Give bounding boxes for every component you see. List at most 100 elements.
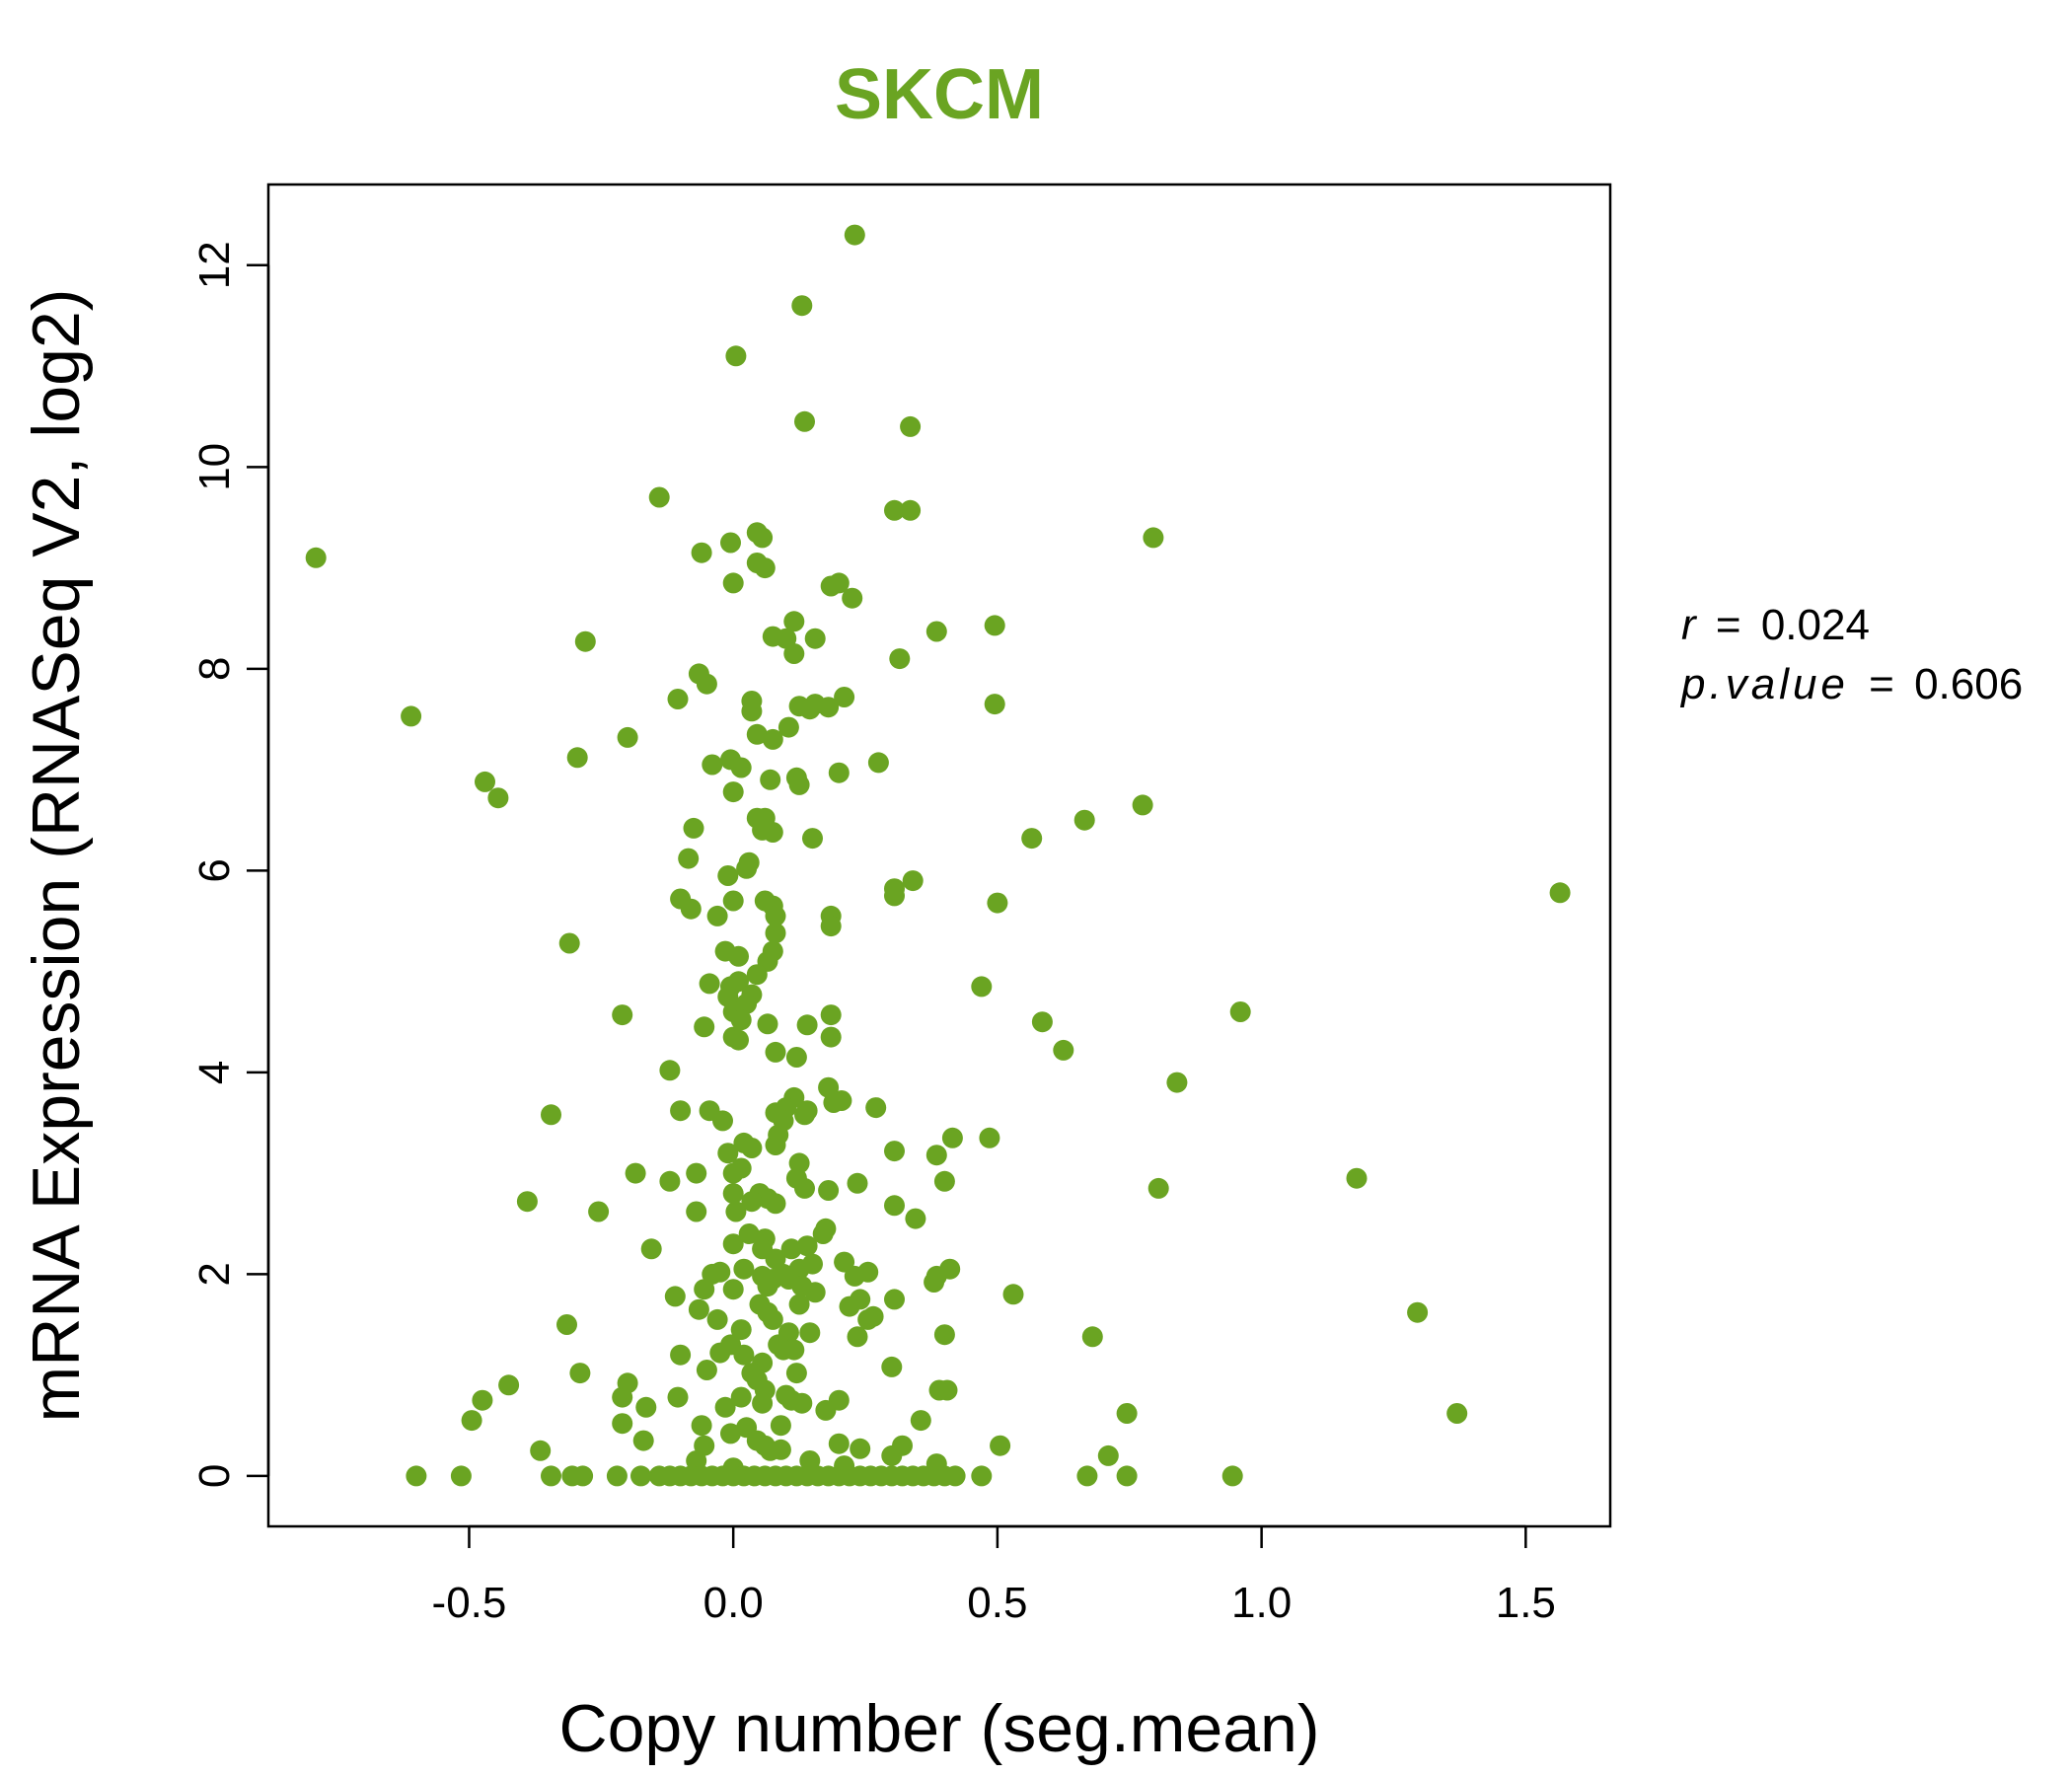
data-point <box>788 1294 810 1315</box>
data-point <box>984 615 1005 636</box>
data-point <box>696 673 717 695</box>
data-point <box>730 1009 752 1031</box>
data-point <box>305 547 327 568</box>
data-point <box>475 771 495 792</box>
data-point <box>725 345 747 367</box>
data-point <box>765 905 786 926</box>
data-point <box>796 1100 818 1122</box>
y-tick-label: 4 <box>190 1061 239 1084</box>
data-point <box>694 1279 715 1300</box>
correlation-stats: r = 0.024 p.value = 0.606 <box>1679 601 2023 708</box>
data-point <box>925 1145 947 1166</box>
data-point <box>990 1435 1011 1456</box>
data-point <box>828 1433 850 1454</box>
data-point <box>900 499 922 521</box>
data-point <box>857 1308 879 1330</box>
data-point <box>746 964 768 986</box>
data-point <box>1116 1403 1138 1424</box>
y-tick-label: 8 <box>190 657 239 681</box>
data-point <box>588 1201 610 1222</box>
data-point <box>450 1465 472 1487</box>
data-point <box>728 945 749 967</box>
data-point <box>691 542 712 563</box>
data-point <box>820 1026 842 1048</box>
data-point <box>717 1143 739 1164</box>
data-point <box>686 1201 707 1222</box>
data-point <box>670 1344 692 1366</box>
data-point <box>834 1251 855 1273</box>
data-point <box>702 754 723 776</box>
data-point <box>728 1029 749 1051</box>
data-point <box>867 752 889 774</box>
data-point <box>804 628 826 649</box>
data-point <box>752 527 774 549</box>
data-point <box>944 1465 966 1487</box>
data-point <box>612 1386 633 1408</box>
data-point <box>516 1191 538 1213</box>
x-tick-label: 1.5 <box>1496 1579 1556 1627</box>
y-tick-label: 0 <box>190 1464 239 1488</box>
p-value-statistic: p.value = 0.606 <box>1679 660 2023 708</box>
data-point <box>722 890 744 912</box>
data-point <box>812 1223 834 1244</box>
data-point <box>717 865 739 886</box>
data-point <box>765 1135 786 1155</box>
data-point <box>971 1465 993 1487</box>
data-point <box>722 1162 744 1184</box>
data-point <box>741 1191 763 1213</box>
data-point <box>847 1326 868 1348</box>
data-point <box>678 848 700 869</box>
data-point <box>714 1396 736 1418</box>
data-point <box>884 1141 905 1162</box>
data-point <box>1076 1465 1098 1487</box>
data-point <box>884 499 905 521</box>
data-point <box>933 1324 955 1346</box>
data-point <box>566 747 588 769</box>
data-point <box>640 1238 662 1260</box>
data-point <box>765 1193 786 1215</box>
data-point <box>828 762 850 783</box>
data-point <box>1021 828 1043 850</box>
data-point <box>1053 1039 1074 1061</box>
data-point <box>612 1413 633 1435</box>
data-point <box>667 689 689 709</box>
data-point <box>741 701 763 722</box>
data-point <box>780 1238 802 1260</box>
data-point <box>706 905 728 926</box>
p-value: 0.606 <box>1914 660 2023 708</box>
data-point <box>574 630 596 652</box>
data-point <box>725 1201 747 1222</box>
r-value: 0.024 <box>1761 601 1870 649</box>
data-point <box>804 1282 826 1303</box>
data-point <box>572 1465 594 1487</box>
data-point <box>699 973 720 995</box>
data-point <box>667 1386 689 1408</box>
data-point <box>865 1097 887 1119</box>
data-point <box>461 1410 482 1432</box>
data-point <box>987 892 1008 914</box>
data-point <box>791 1392 813 1414</box>
data-point <box>820 916 842 937</box>
data-point <box>889 648 911 670</box>
data-point <box>760 769 781 790</box>
data-point <box>612 1004 633 1026</box>
data-point <box>738 1223 760 1244</box>
data-point <box>472 1389 493 1411</box>
data-point <box>722 1183 744 1205</box>
p-equals: = <box>1869 660 1894 708</box>
data-point <box>722 572 744 594</box>
data-point <box>1446 1403 1468 1424</box>
data-point <box>762 728 783 750</box>
data-point <box>1132 794 1153 816</box>
data-point <box>1097 1444 1119 1466</box>
data-point <box>706 1308 728 1330</box>
data-point <box>1147 1177 1169 1199</box>
data-point <box>850 1438 871 1459</box>
data-point <box>820 1004 842 1026</box>
data-point <box>799 1322 821 1344</box>
data-point <box>1081 1326 1103 1348</box>
data-point <box>794 410 815 432</box>
data-point <box>752 1392 774 1414</box>
